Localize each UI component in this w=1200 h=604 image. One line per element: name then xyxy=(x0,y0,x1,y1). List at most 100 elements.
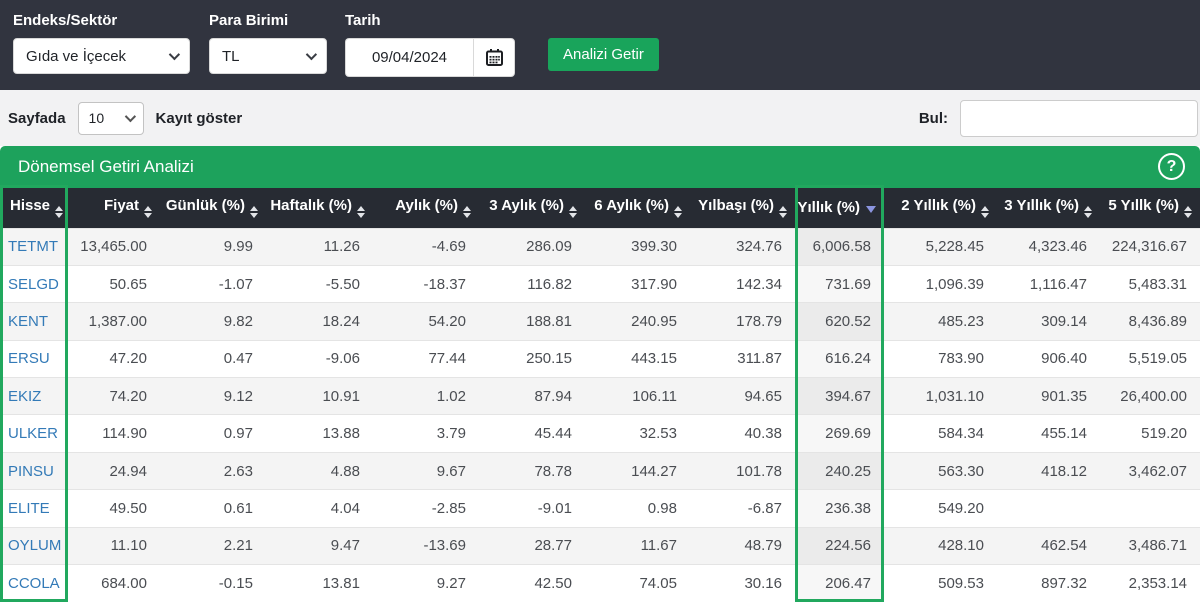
column-header-9[interactable]: 2 Yıllık (%) xyxy=(884,188,997,228)
question-mark-icon: ? xyxy=(1166,157,1177,175)
value-cell: 9.27 xyxy=(373,564,479,602)
date-input[interactable] xyxy=(345,38,473,77)
ticker-link[interactable]: SELGD xyxy=(8,275,59,293)
column-header-0[interactable]: Hisse xyxy=(0,188,67,228)
sort-icon xyxy=(674,206,682,219)
value-cell: 50.65 xyxy=(67,264,160,303)
column-header-label: 5 Yıllk (%) xyxy=(1108,197,1179,215)
column-header-7[interactable]: Yılbaşı (%) xyxy=(690,188,795,228)
ticker-cell: ERSU xyxy=(0,339,67,378)
ticker-link[interactable]: EKIZ xyxy=(8,387,42,405)
chevron-down-icon xyxy=(124,110,136,123)
value-cell: 142.34 xyxy=(690,264,795,303)
value-cell: 9.82 xyxy=(160,302,266,341)
value-cell: 3,486.71 xyxy=(1100,526,1200,565)
value-cell: 28.77 xyxy=(479,526,585,565)
value-cell: 906.40 xyxy=(997,339,1100,378)
value-cell: 6,006.58 xyxy=(795,227,884,266)
endeks-select[interactable]: Gıda ve İçecek xyxy=(13,38,190,74)
value-cell: 5,483.31 xyxy=(1100,264,1200,303)
value-cell: 11.10 xyxy=(67,526,160,565)
value-cell: 269.69 xyxy=(795,414,884,453)
panel-title: Dönemsel Getiri Analizi xyxy=(18,157,194,176)
value-cell: 32.53 xyxy=(585,414,690,453)
value-cell: -4.69 xyxy=(373,227,479,266)
sort-icon xyxy=(981,206,989,219)
value-cell: 616.24 xyxy=(795,339,884,378)
value-cell: 443.15 xyxy=(585,339,690,378)
ticker-link[interactable]: ELITE xyxy=(8,499,50,517)
value-cell: 317.90 xyxy=(585,264,690,303)
value-cell: 1.02 xyxy=(373,377,479,415)
value-cell: 178.79 xyxy=(690,302,795,341)
ticker-link[interactable]: ULKER xyxy=(8,425,59,443)
value-cell: 18.24 xyxy=(266,302,373,341)
column-header-5[interactable]: 3 Aylık (%) xyxy=(479,188,585,228)
ticker-cell: KENT xyxy=(0,302,67,341)
sort-icon xyxy=(779,206,787,219)
ticker-link[interactable]: TETMT xyxy=(8,238,58,256)
table-row: TETMT 13,465.00 9.99 11.26 -4.69 286.09 399.30… xyxy=(0,227,1200,266)
search-input[interactable] xyxy=(960,99,1198,137)
sort-icon xyxy=(463,206,471,219)
value-cell: 5,228.45 xyxy=(884,227,997,266)
value-cell: 1,031.10 xyxy=(884,377,997,415)
ticker-cell: SELGD xyxy=(0,264,67,303)
value-cell: 30.16 xyxy=(690,564,795,602)
ticker-link[interactable]: KENT xyxy=(8,312,49,330)
value-cell: 783.90 xyxy=(884,339,997,378)
value-cell: 13.81 xyxy=(266,564,373,602)
ticker-cell: EKIZ xyxy=(0,377,67,415)
ticker-link[interactable]: CCOLA xyxy=(8,574,60,592)
value-cell: 2.21 xyxy=(160,526,266,565)
help-button[interactable]: ? xyxy=(1158,153,1185,180)
value-cell: 324.76 xyxy=(690,227,795,266)
value-cell: 897.32 xyxy=(997,564,1100,602)
ticker-link[interactable]: PINSU xyxy=(8,462,54,480)
column-header-1[interactable]: Fiyat xyxy=(67,188,160,228)
search-label: Bul: xyxy=(918,109,948,127)
analizi-getir-button[interactable]: Analizi Getir xyxy=(548,38,659,71)
column-header-2[interactable]: Günlük (%) xyxy=(160,188,266,228)
ticker-link[interactable]: OYLUM xyxy=(8,537,62,555)
column-header-11[interactable]: 5 Yıllk (%) xyxy=(1100,188,1200,228)
ticker-link[interactable]: ERSU xyxy=(8,350,50,368)
value-cell: 13.88 xyxy=(266,414,373,453)
value-cell: 8,436.89 xyxy=(1100,302,1200,341)
para-birimi-select[interactable]: TL xyxy=(209,38,327,74)
tarih-label: Tarih xyxy=(345,12,381,29)
value-cell: -9.06 xyxy=(266,339,373,378)
value-cell: 206.47 xyxy=(795,564,884,602)
sort-desc-icon xyxy=(866,206,876,214)
column-header-3[interactable]: Haftalık (%) xyxy=(266,188,373,228)
column-header-label: Yıllık (%) xyxy=(797,199,860,217)
value-cell: 101.78 xyxy=(690,451,795,490)
value-cell: 224.56 xyxy=(795,526,884,565)
value-cell: 24.94 xyxy=(67,451,160,490)
column-header-label: Günlük (%) xyxy=(165,197,245,215)
endeks-label: Endeks/Sektör xyxy=(13,12,118,29)
value-cell: 144.27 xyxy=(585,451,690,490)
column-header-10[interactable]: 3 Yıllık (%) xyxy=(997,188,1100,228)
value-cell: 77.44 xyxy=(373,339,479,378)
ticker-cell: TETMT xyxy=(0,227,67,266)
page-size-select[interactable]: 10 xyxy=(77,101,144,135)
value-cell: 78.78 xyxy=(479,451,585,490)
value-cell: 2.63 xyxy=(160,451,266,490)
value-cell: 309.14 xyxy=(997,302,1100,341)
filter-bar: Endeks/Sektör Gıda ve İçecek Para Birimi… xyxy=(0,0,1200,90)
sort-icon xyxy=(569,206,577,219)
column-header-label: Haftalık (%) xyxy=(270,197,352,215)
value-cell: 26,400.00 xyxy=(1100,377,1200,415)
column-header-8[interactable]: Yıllık (%) xyxy=(795,188,884,228)
value-cell: 10.91 xyxy=(266,377,373,415)
column-header-4[interactable]: Aylık (%) xyxy=(373,188,479,228)
column-header-6[interactable]: 6 Aylık (%) xyxy=(585,188,690,228)
sort-icon xyxy=(357,206,365,219)
tarih-field: Tarih xyxy=(345,12,515,77)
value-cell: 48.79 xyxy=(690,526,795,565)
value-cell: 87.94 xyxy=(479,377,585,415)
chevron-down-icon xyxy=(305,48,318,61)
column-header-label: Yılbaşı (%) xyxy=(698,197,774,215)
calendar-button[interactable] xyxy=(473,38,515,77)
